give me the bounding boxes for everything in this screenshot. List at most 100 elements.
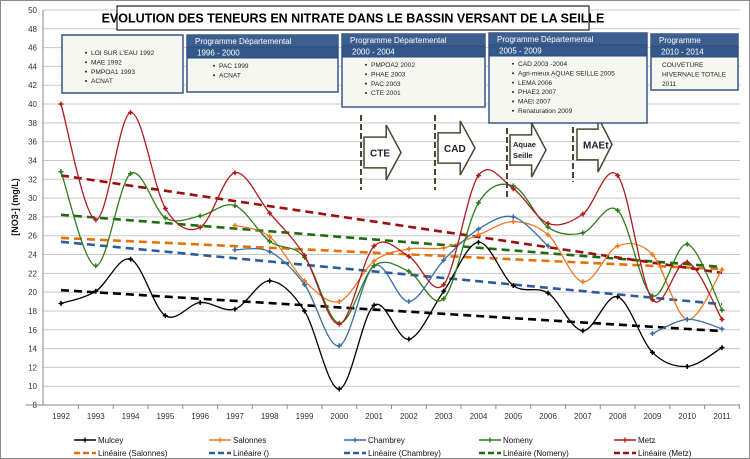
data-point-dot — [407, 270, 411, 273]
series-chambrey — [232, 214, 725, 349]
bullet — [365, 73, 367, 76]
legend-label: Nomeny — [503, 436, 533, 445]
legend-item: Nomeny — [479, 436, 533, 445]
data-point-dot — [651, 298, 654, 302]
y-tick-label: 36 — [28, 138, 37, 147]
series-nomeny — [58, 169, 725, 326]
legend-item: Linéaire (Nomeny) — [479, 449, 569, 458]
arrow-cte: CTE — [360, 115, 402, 190]
bullet — [85, 51, 87, 54]
x-tick-label: 2010 — [678, 412, 696, 421]
data-point-dot — [546, 233, 550, 237]
trendline-metz — [60, 174, 723, 275]
data-point-dot — [442, 297, 446, 301]
data-point-dot — [59, 302, 63, 305]
series-line — [60, 241, 723, 390]
programme-item: 2011 — [662, 81, 677, 88]
bullet — [512, 72, 514, 75]
bullet — [213, 64, 215, 67]
trendline-salonnes — [60, 236, 723, 271]
y-tick-label: 24 — [28, 251, 37, 260]
x-tick-label: 2011 — [713, 412, 731, 421]
programme-item: MAEt 2007 — [518, 99, 551, 106]
x-tick-label: 1997 — [226, 412, 244, 421]
data-point-dot — [477, 201, 480, 205]
legend-label: Chambrey — [368, 436, 405, 445]
bullet — [85, 70, 87, 73]
data-point-dot — [94, 264, 98, 268]
y-tick-label: 14 — [28, 345, 37, 354]
box-period — [341, 45, 486, 58]
box-period — [488, 44, 648, 57]
data-point-dot — [581, 329, 585, 333]
legend-item: Metz — [614, 436, 655, 445]
data-point-dot — [685, 242, 689, 246]
programme-item: PMPOA2 2002 — [371, 62, 415, 69]
y-tick-label: 50 — [28, 6, 37, 15]
bullet — [213, 74, 215, 77]
programme-item: COUVETURE — [662, 62, 704, 69]
data-point-dot — [233, 307, 237, 311]
data-point-dot — [442, 258, 446, 262]
programme-item: ACNAT — [219, 72, 241, 79]
data-point-dot — [651, 253, 654, 256]
data-point-dot — [477, 240, 480, 244]
data-point-dot — [511, 220, 515, 224]
programme-item: Agri-mieux AQUAE SEILLE 2005 — [518, 70, 615, 77]
data-point-dot — [163, 207, 167, 210]
data-point-dot — [651, 350, 654, 354]
x-tick-label: 1998 — [261, 412, 279, 421]
series-mulcey — [58, 239, 725, 392]
bullet — [365, 92, 367, 94]
programme-item: MAE 1992 — [91, 59, 122, 66]
y-tick-label: 48 — [28, 25, 37, 34]
y-tick-label: 44 — [28, 62, 37, 71]
bullet — [512, 81, 514, 84]
box-period — [650, 45, 739, 58]
data-point-dot — [337, 300, 341, 303]
data-point-dot — [407, 247, 411, 251]
data-point-dot — [546, 244, 550, 248]
x-tick-label: 2007 — [574, 412, 592, 421]
x-tick-label: 1993 — [87, 412, 105, 421]
x-tick-label: 1994 — [122, 412, 140, 421]
y-tick-label: 32 — [28, 175, 37, 184]
trendline-nomeny — [60, 213, 723, 269]
programme-box: LOI SUR L'EAU 1992 MAE 1992 PMPOA1 1993 ACN… — [61, 34, 184, 94]
data-point-dot — [198, 225, 202, 229]
data-point-dot — [233, 248, 237, 252]
data-point-dot — [372, 264, 376, 268]
data-point-dot — [303, 283, 306, 287]
data-point-dot — [268, 235, 272, 239]
data-point-dot — [268, 250, 272, 254]
y-tick-label: 16 — [28, 326, 37, 335]
data-point-dot — [129, 172, 132, 176]
data-point-dot — [268, 211, 272, 215]
data-point-dot — [477, 233, 480, 237]
data-point-dot — [303, 279, 306, 283]
data-point-dot — [94, 289, 98, 293]
box-frame — [61, 34, 184, 94]
trendline-chambrey — [60, 240, 723, 306]
box-period — [186, 46, 339, 59]
data-point-dot — [442, 289, 446, 293]
bullet — [85, 80, 87, 82]
x-tick-label: 2005 — [504, 412, 522, 421]
programme-box: Programme Départemental 1996 - 2000 PAC 19… — [186, 34, 339, 93]
data-point-dot — [407, 300, 411, 303]
arrow-shape — [437, 120, 476, 176]
y-tick-label: 40 — [28, 100, 37, 109]
data-point-dot — [685, 365, 689, 368]
arrow-label: Seille — [513, 151, 533, 160]
data-point-dot — [720, 318, 724, 321]
x-tick-label: 2009 — [644, 412, 662, 421]
arrow-label: MAEt — [583, 141, 609, 152]
bullet — [365, 82, 367, 85]
data-point-dot — [511, 215, 515, 219]
x-tick-label: 2000 — [330, 412, 348, 421]
bullet — [512, 100, 514, 103]
data-point-dot — [616, 244, 620, 248]
legend-item: Linéaire (Chambrey) — [344, 449, 441, 458]
programme-item: CTE 2001 — [371, 90, 401, 97]
